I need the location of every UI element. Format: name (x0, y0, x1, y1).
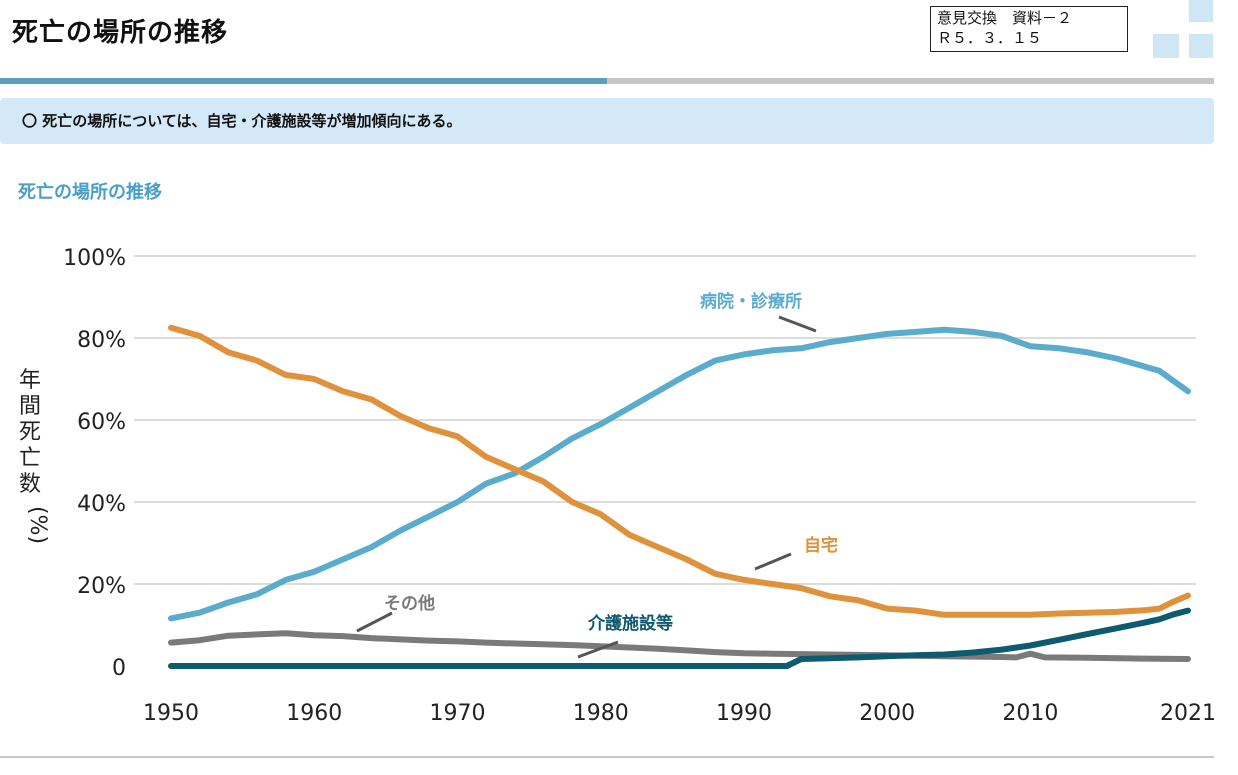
annotation-leader-hospital (778, 315, 817, 333)
header-progress-bar (0, 78, 1214, 84)
header-progress-fill (0, 78, 607, 84)
y-tick-label: 0 (112, 656, 126, 681)
x-tick-label: 1970 (429, 701, 485, 726)
y-tick-label: 100% (63, 246, 126, 271)
page-title: 死亡の場所の推移 (12, 18, 229, 48)
annotation-leader-care (577, 640, 619, 659)
document-stamp-line1: 意見交換 資料－２ (937, 9, 1073, 27)
annotation-label-home: 自宅 (804, 535, 838, 556)
annotation-leader-home (754, 552, 792, 571)
y-tick-label: 40% (77, 492, 126, 517)
annotation-label-hospital: 病院・診療所 (700, 291, 802, 312)
annotation-label-care: 介護施設等 (587, 613, 673, 634)
annotation-label-other: その他 (384, 593, 435, 614)
x-tick-label: 2010 (1002, 701, 1058, 726)
document-stamp-line2: Ｒ５．３．１５ (937, 29, 1043, 47)
decorative-square-left (1153, 34, 1179, 58)
y-tick-label: 20% (77, 574, 126, 599)
chart-title: 死亡の場所の推移 (18, 182, 162, 203)
series-line-care (168, 607, 1191, 669)
footer-divider (0, 756, 1214, 758)
document-stamp: 意見交換 資料－２ Ｒ５．３．１５ (930, 6, 1128, 52)
x-tick-label: 2000 (859, 701, 915, 726)
annotation-leader-other (356, 611, 393, 633)
decorative-square-right (1189, 34, 1213, 58)
x-tick-label: 1950 (143, 701, 199, 726)
decorative-square-top (1189, 0, 1213, 22)
series-line-hospital (168, 326, 1191, 622)
y-tick-label: 80% (77, 328, 126, 353)
x-tick-label: 1980 (573, 701, 629, 726)
x-tick-label: 1960 (286, 701, 342, 726)
x-tick-label: 2021 (1160, 701, 1216, 726)
series-line-home (168, 324, 1191, 618)
x-tick-label: 1990 (716, 701, 772, 726)
y-tick-label: 60% (77, 410, 126, 435)
y-axis-label: 年間死亡数 (%) (18, 368, 51, 545)
summary-banner: 〇 死亡の場所については、自宅・介護施設等が増加傾向にある。 (0, 98, 1214, 144)
series-line-other (168, 630, 1191, 662)
